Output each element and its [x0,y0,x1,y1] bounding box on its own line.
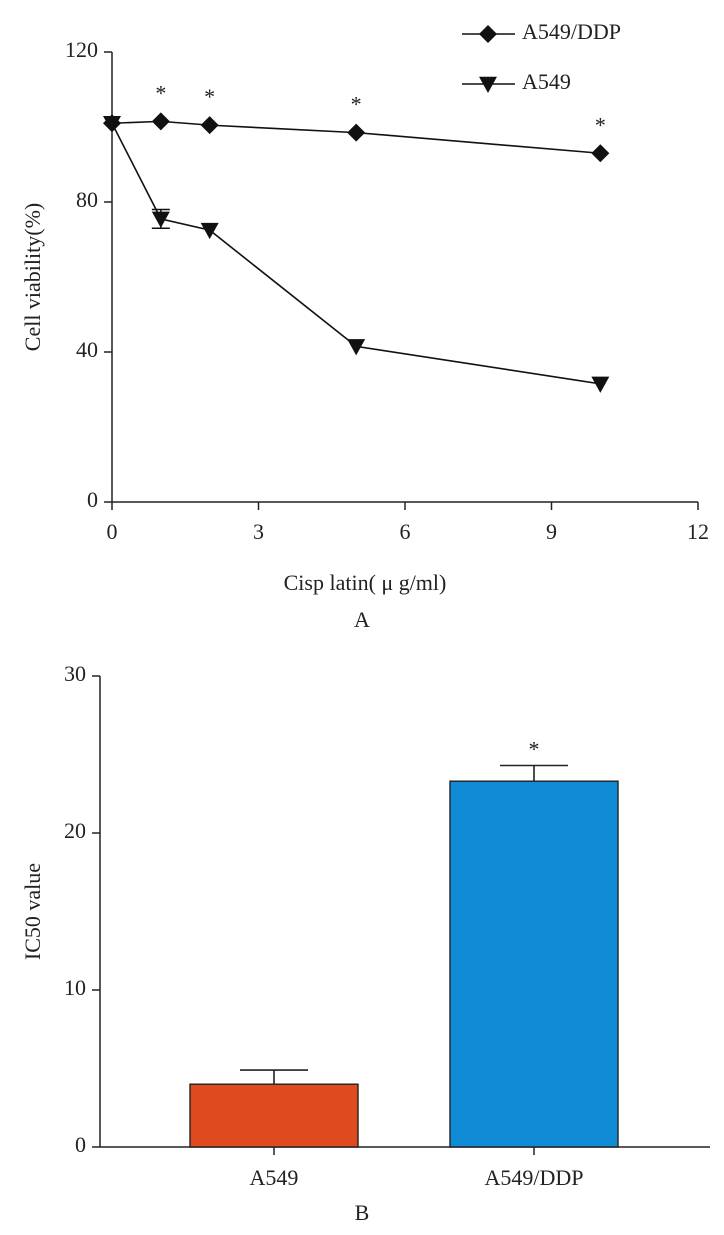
triangle-marker [347,339,366,356]
x-axis-label: Cisp latin( μ g/ml) [284,570,447,595]
x-tick-label: 12 [687,519,709,544]
y-tick-label: 120 [65,37,98,62]
bar [449,780,619,1148]
y-tick-label: 40 [76,337,98,362]
y-tick-label: 30 [64,661,86,686]
triangle-marker [591,376,610,393]
diamond-marker [151,112,170,131]
y-axis-label: IC50 value [20,863,45,960]
y-tick-label: 0 [87,487,98,512]
triangle-marker [103,116,121,133]
x-tick-label: A549 [250,1165,299,1190]
significance-mark: * [351,92,362,117]
x-tick-label: 0 [107,519,118,544]
y-axis-label: Cell viability(%) [20,203,45,351]
diamond-marker [200,116,219,135]
y-tick-label: 80 [76,187,98,212]
x-tick-label: 9 [546,519,557,544]
diamond-marker [347,123,366,142]
triangle-marker [479,76,497,93]
significance-mark: * [155,80,166,105]
triangle-marker [200,222,219,240]
y-tick-label: 20 [64,818,86,843]
bar [189,1083,359,1148]
panel-label: A [354,607,370,632]
legend-label: A549/DDP [522,19,621,44]
legend-label: A549 [522,69,571,94]
diamond-marker [591,144,610,163]
error-bar [240,1069,308,1085]
x-tick-label: 6 [400,519,411,544]
panel-label: B [355,1200,370,1225]
y-tick-label: 10 [64,975,86,1000]
significance-mark: * [529,737,540,762]
error-bar [500,764,568,782]
x-tick-label: 3 [253,519,264,544]
diamond-marker [479,25,497,43]
y-tick-label: 0 [75,1132,86,1157]
significance-mark: * [204,84,215,109]
triangle-marker [151,211,170,228]
significance-mark: * [595,112,606,137]
x-tick-label: A549/DDP [484,1165,583,1190]
